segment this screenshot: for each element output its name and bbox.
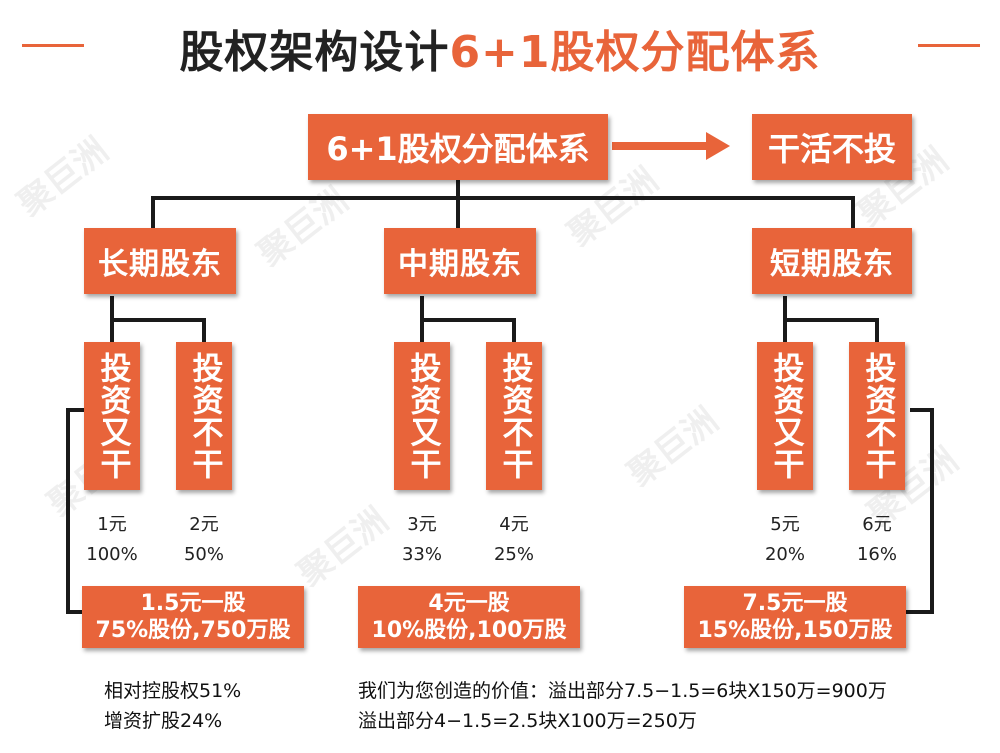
connector-mid-split (420, 296, 424, 320)
percent-text: 20% (764, 544, 805, 565)
shareholder-long-box: 长期股东 (84, 228, 236, 294)
note-right-line1: 我们为您创造的价值：溢出部分7.5−1.5=6块X150万=900万 (358, 680, 887, 702)
shareholder-mid-box: 中期股东 (384, 228, 536, 294)
leaf-label: 投资不干 (859, 352, 896, 480)
connector-long-split (110, 318, 114, 344)
connector-long-split (110, 318, 206, 322)
arrow-shaft (612, 142, 710, 150)
summary-line1: 1.5元一股 (140, 591, 246, 616)
connector-mid-split (420, 318, 424, 344)
price-text: 4元 (499, 514, 529, 535)
note-left-line2: 增资扩股24% (104, 710, 223, 732)
summary-long-box: 1.5元一股 75%股份,750万股 (82, 586, 304, 648)
shareholder-short-box: 短期股东 (752, 228, 912, 294)
percent-text: 33% (401, 544, 442, 565)
leaf-mid-invest-nowork: 投资不干 (486, 342, 542, 490)
summary-mid-box: 4元一股 10%股份,100万股 (358, 586, 580, 648)
connector-long-split (110, 296, 114, 320)
connector-short-split (783, 296, 787, 320)
connector-mid-split (420, 318, 516, 322)
title-part2: 6+1股权分配体系 (449, 27, 821, 78)
summary-line2: 15%股份,150万股 (697, 618, 893, 643)
summary-line2: 75%股份,750万股 (95, 618, 291, 643)
shareholder-long-label: 长期股东 (98, 247, 222, 282)
note-right: 我们为您创造的价值：溢出部分7.5−1.5=6块X150万=900万 溢出部分4… (358, 676, 887, 736)
root-box: 6+1股权分配体系 (308, 114, 608, 180)
leaf-long-invest-nowork: 投资不干 (176, 342, 232, 490)
title-decoration-left (22, 44, 84, 47)
price-text: 3元 (407, 514, 437, 535)
connector-short-split (875, 318, 879, 344)
connector-top-horizontal (151, 196, 855, 200)
leaf-value: 2元 50% (164, 510, 244, 570)
bracket-right (904, 610, 934, 614)
leaf-value: 3元 33% (382, 510, 462, 570)
leaf-label: 投资不干 (496, 352, 533, 480)
watermark: 聚巨洲 (10, 130, 116, 225)
note-left-line1: 相对控股权51% (104, 680, 242, 702)
leaf-label: 投资又干 (94, 352, 131, 480)
leaf-value: 1元 100% (72, 510, 152, 570)
price-text: 1元 (97, 514, 127, 535)
leaf-label: 投资不干 (186, 352, 223, 480)
connector-short-split (783, 318, 879, 322)
summary-line1: 7.5元一股 (742, 591, 848, 616)
root-label: 6+1股权分配体系 (326, 130, 590, 168)
title-decoration-right (918, 44, 980, 47)
side-label: 干活不投 (767, 130, 896, 168)
percent-text: 50% (183, 544, 224, 565)
side-box: 干活不投 (752, 114, 912, 180)
page-title: 股权架构设计6+1股权分配体系 (94, 16, 906, 80)
connector-long-down (151, 196, 155, 230)
shareholder-mid-label: 中期股东 (398, 247, 522, 282)
arrow-head (706, 132, 730, 160)
price-text: 6元 (862, 514, 892, 535)
connector-mid-split (512, 318, 516, 344)
percent-text: 25% (493, 544, 534, 565)
percent-text: 16% (856, 544, 897, 565)
summary-line2: 10%股份,100万股 (371, 618, 567, 643)
leaf-label: 投资又干 (404, 352, 441, 480)
leaf-label: 投资又干 (767, 352, 804, 480)
leaf-long-invest-work: 投资又干 (84, 342, 140, 490)
leaf-value: 5元 20% (745, 510, 825, 570)
summary-line1: 4元一股 (428, 591, 510, 616)
leaf-mid-invest-work: 投资又干 (394, 342, 450, 490)
connector-short-down (851, 196, 855, 230)
leaf-short-invest-nowork: 投资不干 (849, 342, 905, 490)
connector-root-down (456, 178, 460, 198)
title-bar: 股权架构设计6+1股权分配体系 (0, 10, 1000, 78)
connector-long-split (202, 318, 206, 344)
note-right-line2: 溢出部分4−1.5=2.5块X100万=250万 (358, 710, 697, 732)
bracket-left (66, 610, 86, 614)
bracket-left (66, 408, 70, 614)
watermark: 聚巨洲 (290, 500, 396, 595)
title-part1: 股权架构设计 (179, 27, 450, 78)
bracket-right (930, 408, 934, 614)
percent-text: 100% (86, 544, 138, 565)
leaf-short-invest-work: 投资又干 (757, 342, 813, 490)
note-left: 相对控股权51% 增资扩股24% (104, 676, 241, 736)
price-text: 5元 (770, 514, 800, 535)
bracket-right (910, 408, 934, 412)
bracket-left (66, 408, 90, 412)
leaf-value: 6元 16% (837, 510, 917, 570)
watermark: 聚巨洲 (620, 400, 726, 495)
leaf-value: 4元 25% (474, 510, 554, 570)
watermark: 聚巨洲 (250, 180, 356, 275)
connector-short-split (783, 318, 787, 344)
summary-short-box: 7.5元一股 15%股份,150万股 (684, 586, 906, 648)
price-text: 2元 (189, 514, 219, 535)
connector-mid-down (456, 196, 460, 230)
shareholder-short-label: 短期股东 (770, 247, 894, 282)
